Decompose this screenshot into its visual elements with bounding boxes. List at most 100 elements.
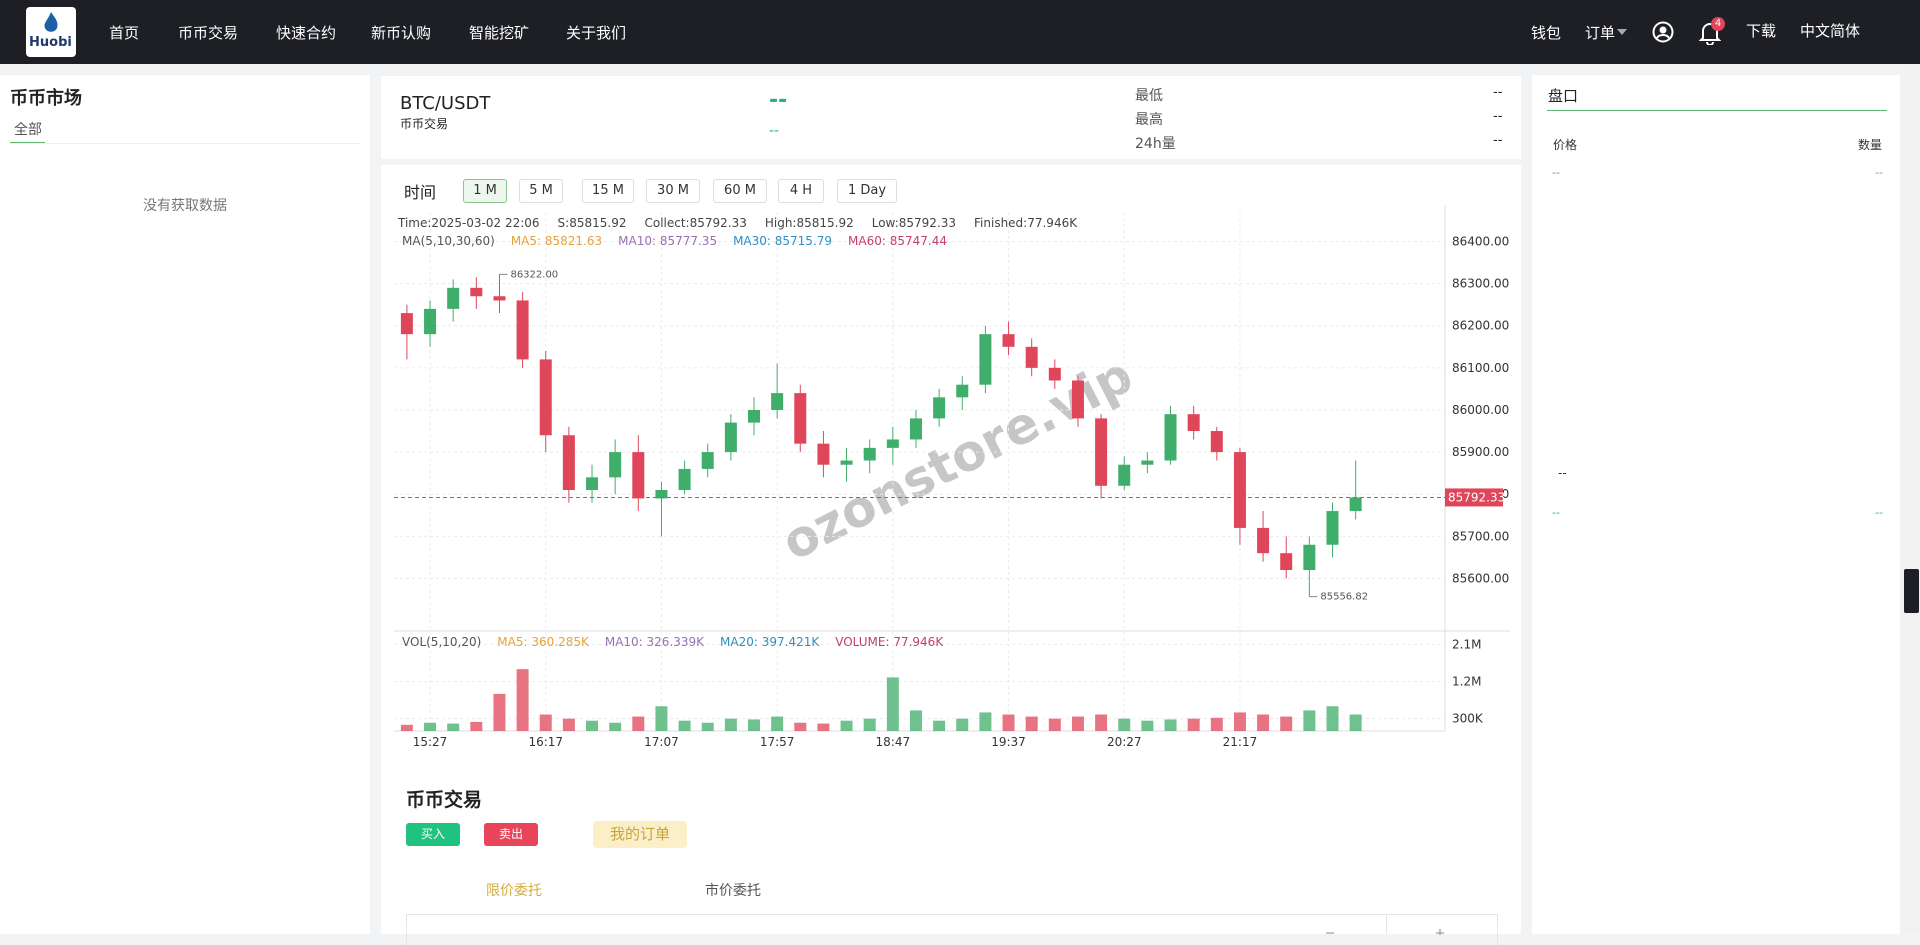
volume-bar xyxy=(1303,710,1316,731)
volume-bar xyxy=(909,710,922,731)
legend-text: MA30: 85715.79 xyxy=(733,234,832,248)
volume-bar xyxy=(1095,714,1108,731)
volume-bar xyxy=(1071,716,1084,731)
y-tick-label: 85600.00 xyxy=(1452,571,1509,585)
volume-bar xyxy=(1048,718,1061,731)
divider xyxy=(10,143,360,144)
logo[interactable]: Huobi xyxy=(26,7,76,57)
candle-body xyxy=(1210,431,1223,453)
pair: BTC/USDT xyxy=(400,93,491,114)
candle-body xyxy=(539,359,552,436)
nav-item[interactable]: 新币认购 xyxy=(371,24,432,42)
nav-orders[interactable]: 订单 xyxy=(1585,24,1616,42)
my-orders-button[interactable]: 我的订单 xyxy=(593,821,687,848)
volume-bar xyxy=(771,716,784,731)
y-tick-label: 86100.00 xyxy=(1452,361,1509,375)
volume-bar xyxy=(586,720,599,731)
candle-body xyxy=(909,418,922,440)
interval-button[interactable]: 5 M xyxy=(519,179,563,203)
candle-body xyxy=(1025,346,1038,368)
candle-body xyxy=(771,393,784,410)
nav-download[interactable]: 下载 xyxy=(1746,22,1777,40)
candle-body xyxy=(840,460,853,465)
market-tab[interactable]: 全部 xyxy=(14,122,42,138)
last-price: -- xyxy=(1558,466,1567,480)
navbar: Huobi 首页 币币交易 快速合约 新币认购 智能挖矿 关于我们 钱包 订单 … xyxy=(0,0,1920,64)
volume-bar xyxy=(1002,714,1015,731)
interval-button[interactable]: 15 M xyxy=(582,179,634,203)
volume-bar xyxy=(863,718,876,731)
nav-language[interactable]: 中文简体 xyxy=(1800,22,1861,40)
volume-bar xyxy=(678,720,691,731)
interval-button[interactable]: 30 M xyxy=(646,179,700,203)
scroll-tab[interactable] xyxy=(1904,569,1919,613)
interval-button[interactable]: 60 M xyxy=(713,179,767,203)
candle-body xyxy=(748,409,760,423)
candle-body xyxy=(493,296,506,301)
legend-text: Low:85792.33 xyxy=(872,216,956,230)
candle-body xyxy=(516,300,529,360)
legend-text: MA60: 85747.44 xyxy=(848,234,947,248)
interval-button[interactable]: 1 M xyxy=(463,179,507,203)
candle-body xyxy=(609,452,622,478)
market-panel: 币币市场 全部 没有获取数据 xyxy=(0,75,370,934)
volume-bar xyxy=(447,723,460,731)
x-tick-label: 20:27 xyxy=(1107,735,1142,749)
volume-bar xyxy=(794,722,807,731)
nav-item[interactable]: 智能挖矿 xyxy=(469,24,530,42)
empty-message: 没有获取数据 xyxy=(143,198,227,214)
volume-bar xyxy=(817,723,830,731)
candle-body xyxy=(1118,464,1131,486)
candle-body xyxy=(1187,414,1200,432)
volume-bar xyxy=(493,693,506,731)
order-tab[interactable]: 市价委托 xyxy=(705,883,761,899)
x-tick-label: 18:47 xyxy=(876,735,911,749)
volume-bar xyxy=(562,718,575,731)
candle-body xyxy=(886,439,899,448)
nav-item[interactable]: 快速合约 xyxy=(276,24,337,42)
y-tick-label: 85700.00 xyxy=(1452,529,1509,543)
volume-bar xyxy=(1141,720,1154,731)
order-input[interactable] xyxy=(406,914,1498,945)
stat-value: -- xyxy=(1493,85,1503,100)
order-tab[interactable]: 限价委托 xyxy=(486,883,542,899)
legend-text: MA(5,10,30,60) xyxy=(402,234,495,248)
nav-item[interactable]: 首页 xyxy=(109,24,140,42)
volume-bar xyxy=(933,720,946,731)
last-price: -- xyxy=(769,88,788,113)
bid-amount: -- xyxy=(1875,506,1883,519)
candle-body xyxy=(701,452,714,469)
volume-bar xyxy=(1233,712,1246,731)
interval-button[interactable]: 1 Day xyxy=(837,179,897,203)
interval-button[interactable]: 4 H xyxy=(778,179,824,203)
candle-body xyxy=(1280,553,1293,571)
x-tick-label: 21:17 xyxy=(1223,735,1258,749)
volume-bar xyxy=(1280,716,1293,731)
candle-body xyxy=(863,447,876,461)
dropdown-caret xyxy=(1617,29,1627,35)
nav-wallet[interactable]: 钱包 xyxy=(1531,24,1562,42)
candle-body xyxy=(447,287,460,309)
interval-label: 时间 xyxy=(404,183,437,202)
candle-body xyxy=(1233,452,1246,528)
x-tick-label: 15:27 xyxy=(413,735,448,749)
user-icon[interactable] xyxy=(1652,21,1674,43)
volume-bar xyxy=(1326,706,1339,731)
volume-bar xyxy=(632,716,645,731)
y-tick-label: 86200.00 xyxy=(1452,319,1509,333)
last-price-tag xyxy=(1445,488,1503,507)
scrollbar[interactable] xyxy=(1903,64,1920,934)
candle-body xyxy=(424,308,437,335)
stat-label: 24h量 xyxy=(1135,136,1176,152)
sell-button[interactable]: 卖出 xyxy=(484,823,538,846)
candle-body xyxy=(1349,497,1362,512)
y-tick-label: 86300.00 xyxy=(1452,277,1509,291)
volume-bar xyxy=(840,720,853,731)
x-tick-label: 19:37 xyxy=(991,735,1026,749)
buy-button[interactable]: 买入 xyxy=(406,823,460,846)
candle-body xyxy=(1095,418,1108,486)
volume-bar xyxy=(886,677,899,731)
nav-item[interactable]: 币币交易 xyxy=(178,24,239,42)
nav-item[interactable]: 关于我们 xyxy=(566,24,627,42)
y-tick-label: 86400.00 xyxy=(1452,234,1509,248)
